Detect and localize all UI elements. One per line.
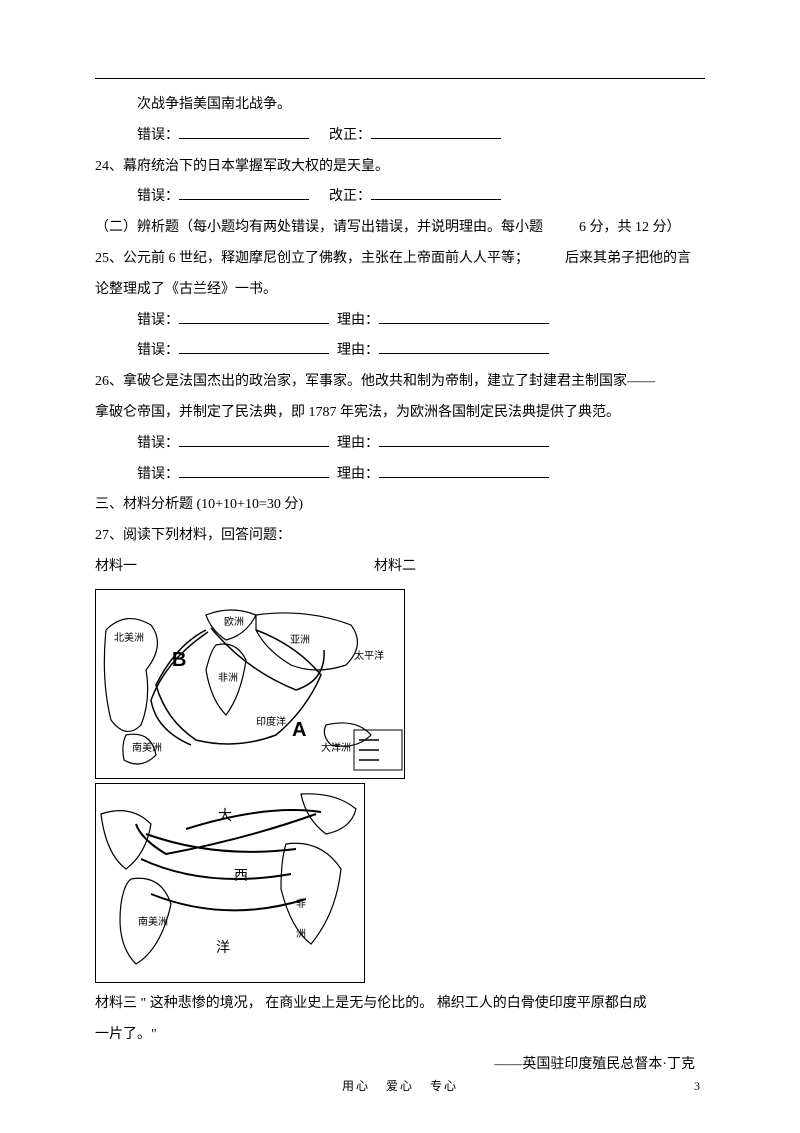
label-error: 错误： (137, 128, 179, 143)
footer-a: 用心 (342, 1079, 370, 1093)
label-error: 错误： (137, 313, 179, 328)
footer-c: 专心 (430, 1079, 458, 1093)
error-reason-row: 错误： 理由： (95, 460, 705, 491)
blank-error[interactable] (179, 307, 329, 324)
map-1-world: B A 北美洲 南美洲 欧洲 非洲 亚洲 太平洋 印度洋 大洋洲 (95, 589, 405, 779)
label-correction: 改正： (329, 128, 371, 143)
label-reason: 理由： (337, 467, 379, 482)
question-26-line2: 拿破仑帝国，并制定了民法典，即 1787 年宪法，为欧洲各国制定民法典提供了典范… (95, 398, 705, 429)
blank-reason[interactable] (379, 307, 549, 324)
question-26-line1: 26、拿破仑是法国杰出的政治家，军事家。他改共和制为帝制，建立了封建君主制国家—… (95, 367, 705, 398)
label-correction: 改正： (329, 189, 371, 204)
page-number: 3 (694, 1073, 700, 1099)
question-25-line1: 25、公元前 6 世纪，释迦摩尼创立了佛教，主张在上帝面前人人平等； 后来其弟子把… (95, 244, 705, 275)
map-label-a: A (292, 708, 306, 752)
question-25-line2: 论整理成了《古兰经》一书。 (95, 275, 705, 306)
map-2-atlantic: 大 西 洋 非 洲 南美洲 (95, 783, 365, 983)
q25-a: 25、公元前 6 世纪，释迦摩尼创立了佛教，主张在上帝面前人人平等； (95, 251, 529, 266)
map-text: 大 (218, 802, 232, 833)
map-text: 欧洲 (224, 612, 244, 634)
map-text: 印度洋 (256, 712, 286, 734)
blank-correction[interactable] (371, 122, 501, 139)
map-text: 亚洲 (290, 630, 310, 652)
blank-error[interactable] (179, 338, 329, 355)
error-reason-row: 错误： 理由： (95, 429, 705, 460)
section-2-text-a: （二）辨析题（每小题均有两处错误，请写出错误，并说明理由。每小题 (95, 220, 543, 235)
blank-reason[interactable] (379, 461, 549, 478)
label-error: 错误： (137, 189, 179, 204)
section-3-header: 三、材料分析题 (10+10+10=30 分) (95, 490, 705, 521)
map-text: 洲 (296, 924, 306, 946)
map-label-b: B (172, 638, 186, 682)
section-2-text-b: 6 分，共 12 分） (579, 220, 681, 235)
question-24: 24、幕府统治下的日本掌握军政大权的是天皇。 (95, 152, 705, 183)
map-text: 非洲 (218, 668, 238, 690)
footer-b: 爱心 (386, 1079, 414, 1093)
map-text: 大洋洲 (321, 738, 351, 760)
blank-error[interactable] (179, 461, 329, 478)
error-reason-row: 错误： 理由： (95, 336, 705, 367)
label-reason: 理由： (337, 436, 379, 451)
material-2-label: 材料二 (374, 559, 416, 574)
blank-error[interactable] (179, 184, 309, 201)
question-27: 27、阅读下列材料，回答问题： (95, 521, 705, 552)
error-reason-row: 错误： 理由： (95, 306, 705, 337)
label-error: 错误： (137, 343, 179, 358)
material-1-label: 材料一 (95, 559, 137, 574)
map-text: 南美洲 (132, 738, 162, 760)
text-line: 次战争指美国南北战争。 (95, 90, 705, 121)
map-text: 太平洋 (354, 646, 384, 668)
q25-b: 后来其弟子把他的言 (565, 251, 691, 266)
material-3-line1: 材料三 " 这种悲惨的境况， 在商业史上是无与伦比的。 棉织工人的白骨使印度平原… (95, 989, 705, 1020)
blank-reason[interactable] (379, 338, 549, 355)
blank-error[interactable] (179, 122, 309, 139)
error-correction-row: 错误： 改正： (95, 121, 705, 152)
section-2-header: （二）辨析题（每小题均有两处错误，请写出错误，并说明理由。每小题 6 分，共 12… (95, 213, 705, 244)
label-error: 错误： (137, 436, 179, 451)
blank-error[interactable] (179, 430, 329, 447)
blank-reason[interactable] (379, 430, 549, 447)
error-correction-row: 错误： 改正： (95, 182, 705, 213)
map-text: 西 (234, 862, 248, 893)
blank-correction[interactable] (371, 184, 501, 201)
label-error: 错误： (137, 467, 179, 482)
maps-container: B A 北美洲 南美洲 欧洲 非洲 亚洲 太平洋 印度洋 大洋洲 大 西 洋 非… (95, 589, 705, 983)
material-3-line2: 一片了。" (95, 1020, 705, 1051)
material-labels: 材料一 材料二 (95, 552, 705, 583)
map-text: 南美洲 (138, 912, 168, 934)
map-text: 北美洲 (114, 628, 144, 650)
top-rule (95, 78, 705, 79)
label-reason: 理由： (337, 343, 379, 358)
map-text: 洋 (216, 934, 230, 965)
map-text: 非 (296, 894, 306, 916)
footer: 用心 爱心 专心 (0, 1073, 800, 1099)
label-reason: 理由： (337, 313, 379, 328)
